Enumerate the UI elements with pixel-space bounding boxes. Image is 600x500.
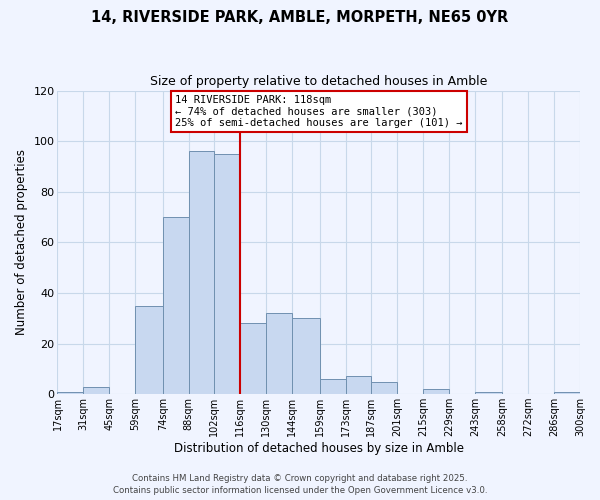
Bar	[58, 392, 83, 394]
Bar	[423, 389, 449, 394]
Bar	[214, 154, 240, 394]
Y-axis label: Number of detached properties: Number of detached properties	[15, 150, 28, 336]
Bar	[554, 392, 580, 394]
Bar	[135, 306, 163, 394]
Bar	[475, 392, 502, 394]
Text: 14, RIVERSIDE PARK, AMBLE, MORPETH, NE65 0YR: 14, RIVERSIDE PARK, AMBLE, MORPETH, NE65…	[91, 10, 509, 25]
X-axis label: Distribution of detached houses by size in Amble: Distribution of detached houses by size …	[174, 442, 464, 455]
Bar	[320, 379, 346, 394]
Bar	[292, 318, 320, 394]
Bar	[240, 324, 266, 394]
Bar	[188, 152, 214, 394]
Bar	[83, 386, 109, 394]
Title: Size of property relative to detached houses in Amble: Size of property relative to detached ho…	[150, 75, 487, 88]
Text: 14 RIVERSIDE PARK: 118sqm
← 74% of detached houses are smaller (303)
25% of semi: 14 RIVERSIDE PARK: 118sqm ← 74% of detac…	[175, 95, 463, 128]
Text: Contains HM Land Registry data © Crown copyright and database right 2025.
Contai: Contains HM Land Registry data © Crown c…	[113, 474, 487, 495]
Bar	[371, 382, 397, 394]
Bar	[266, 313, 292, 394]
Bar	[346, 376, 371, 394]
Bar	[163, 217, 188, 394]
